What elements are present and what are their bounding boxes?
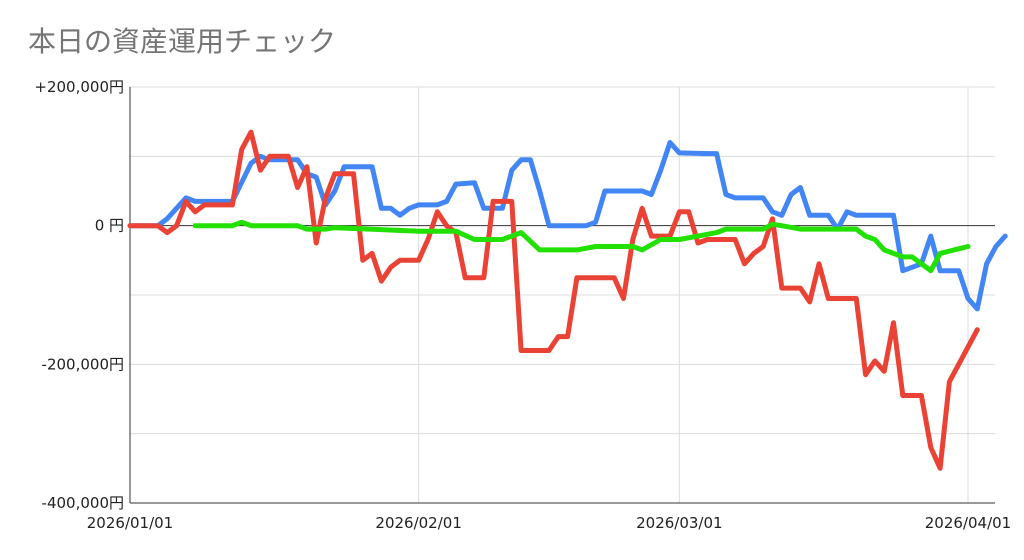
series-lines [127,129,1008,471]
x-tick-label: 2026/02/01 [375,514,461,532]
grid-lines [130,86,995,503]
y-tick-label: +200,000円 [34,78,124,96]
y-tick-label: 0 円 [95,217,124,235]
y-tick-label: -200,000円 [42,355,124,373]
x-tick-label: 2026/04/01 [925,514,1011,532]
series-line-1 [127,140,1008,312]
y-tick-label: -400,000円 [42,494,124,512]
series-line-2 [127,129,980,471]
y-tick-labels: +200,000円 0 円 -200,000円 -400,000円 [34,78,124,512]
x-tick-labels: 2026/01/01 2026/02/01 2026/03/01 2026/04/01 [87,514,1011,532]
x-tick-label: 2026/01/01 [87,514,173,532]
series-line-3 [192,219,971,274]
x-tick-label: 2026/03/01 [636,514,722,532]
chart-title: 本日の資産運用チェック [28,25,337,58]
